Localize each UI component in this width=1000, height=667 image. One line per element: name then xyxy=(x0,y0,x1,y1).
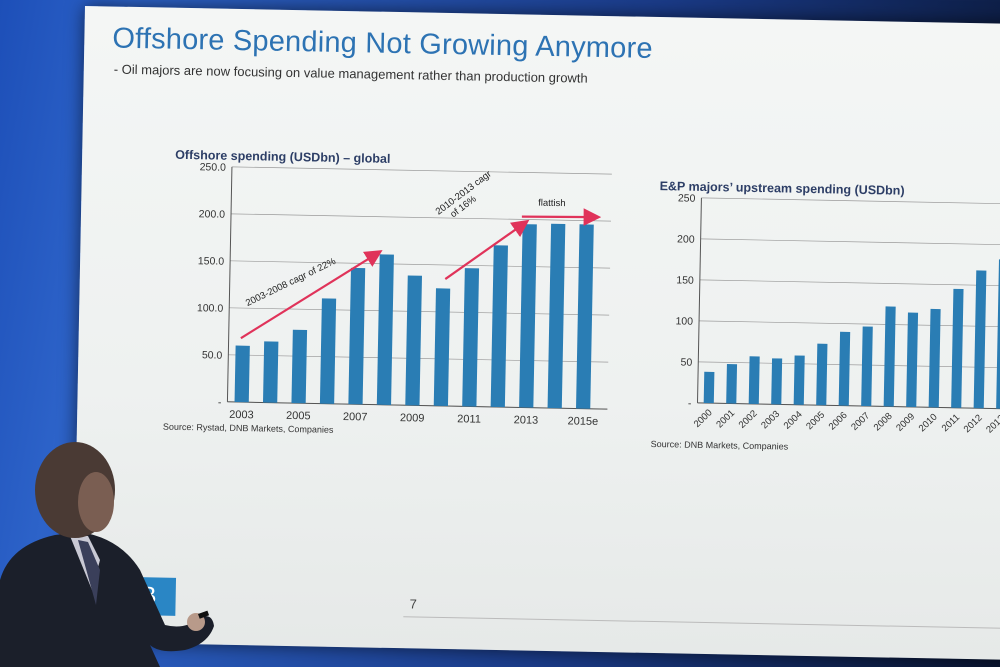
chart1-y-axis xyxy=(226,166,233,402)
chart-1-source: Source: Rystad, DNB Markets, Companies xyxy=(162,421,334,435)
chart2-bar xyxy=(771,358,783,405)
chart1-bar xyxy=(234,345,250,403)
chart1-bar xyxy=(262,341,279,403)
chart2-bar xyxy=(996,259,1000,409)
chart2-bar xyxy=(883,306,896,407)
chart1-x-tick-label: 2011 xyxy=(457,413,481,425)
offshore-spending-chart: - 50.0 100.0 150.0 200.0 250.0 2003 2005 2007 200… xyxy=(197,161,612,428)
chart1-x-tick-label: 2003 xyxy=(229,409,254,421)
chart1-x-tick-label: 2015e xyxy=(567,415,598,428)
chart2-y-tick-label: 150 xyxy=(676,274,694,286)
chart1-bar xyxy=(376,254,394,405)
chart2-gridline xyxy=(700,238,1000,246)
chart1-y-tick-label: 150.0 xyxy=(198,255,225,268)
chart2-x-tick-label: 2009 xyxy=(894,411,917,434)
chart1-y-tick-label: 250.0 xyxy=(200,161,227,174)
chart1-x-tick-label: 2007 xyxy=(343,411,368,423)
chart2-x-tick-label: 2006 xyxy=(827,410,850,433)
chart2-x-tick-label: 2013 xyxy=(984,413,1000,436)
chart1-bar xyxy=(319,298,337,404)
projection-screen: Offshore Spending Not Growing Anymore - … xyxy=(72,6,1000,660)
chart2-x-tick-label: 2007 xyxy=(849,410,872,433)
chart2-bar xyxy=(726,364,738,404)
chart1-bar xyxy=(547,223,566,409)
chart1-annotation-cagr-2010-2013: 2010-2013 cagrof 16% xyxy=(434,169,500,227)
chart2-x-tick-label: 2005 xyxy=(804,410,827,433)
chart2-bar xyxy=(928,308,941,408)
chart1-y-tick-label: - xyxy=(218,397,222,409)
chart2-y-tick-label: 200 xyxy=(677,233,695,245)
chart2-x-tick-label: 2000 xyxy=(692,407,715,430)
chart1-gridline xyxy=(231,213,611,222)
chart2-bar xyxy=(906,312,919,408)
chart2-x-tick-label: 2002 xyxy=(737,408,760,431)
slide-subtitle: - Oil majors are now focusing on value m… xyxy=(113,61,588,86)
chart2-x-tick-label: 2008 xyxy=(872,411,895,434)
chart1-bar xyxy=(576,224,594,409)
chart2-bar xyxy=(816,343,828,406)
chart1-annotation-flattish: flattish xyxy=(538,198,566,210)
slide-title: Offshore Spending Not Growing Anymore xyxy=(112,22,654,65)
chart1-growth-arrow-2 xyxy=(444,219,530,280)
chart2-x-tick-label: 2011 xyxy=(940,412,962,434)
chart2-x-tick-label: 2010 xyxy=(917,412,940,435)
footer-divider xyxy=(403,616,1000,629)
chart2-gridline xyxy=(699,279,1000,287)
chart1-bar xyxy=(433,288,451,407)
chart1-gridline xyxy=(230,260,611,269)
chart2-bar xyxy=(838,331,851,406)
chart1-gridline xyxy=(231,166,612,175)
chart2-bar xyxy=(703,371,715,404)
chart1-x-tick-label: 2009 xyxy=(400,412,425,424)
chart1-x-tick-label: 2005 xyxy=(286,410,311,422)
chart2-y-tick-label: 50 xyxy=(680,357,692,369)
chart1-bar xyxy=(490,245,508,408)
chart2-bar xyxy=(951,288,964,408)
chart1-y-tick-label: 100.0 xyxy=(197,302,224,315)
chart2-x-tick-label: 2012 xyxy=(962,413,985,436)
presenter-silhouette xyxy=(0,442,214,667)
page-number: 7 xyxy=(409,596,417,612)
chart2-bar xyxy=(861,326,873,407)
chart-2-source: Source: DNB Markets, Companies xyxy=(650,438,789,452)
chart1-x-tick-label: 2013 xyxy=(514,414,539,426)
chart2-y-tick-label: - xyxy=(688,398,692,410)
chart1-y-tick-label: 50.0 xyxy=(202,349,223,361)
chart1-bar xyxy=(462,268,480,407)
chart2-y-tick-label: 100 xyxy=(675,315,693,327)
chart2-bar xyxy=(973,270,987,409)
chart1-bar xyxy=(405,275,422,406)
chart2-bar xyxy=(748,356,760,405)
chart2-x-tick-label: 2004 xyxy=(782,409,805,432)
chart1-bar xyxy=(519,224,537,408)
chart1-bar xyxy=(348,267,366,405)
chart2-gridline xyxy=(701,197,1000,205)
chart2-y-tick-label: 250 xyxy=(678,192,696,204)
chart2-bar xyxy=(793,355,805,405)
chart1-flat-arrow xyxy=(521,208,602,226)
chart1-y-tick-label: 200.0 xyxy=(199,208,226,221)
chart1-bar xyxy=(291,329,308,404)
chart2-x-tick-label: 2003 xyxy=(759,409,782,432)
chart2-x-tick-label: 2001 xyxy=(714,408,737,431)
chart2-gridline xyxy=(699,320,1000,328)
chart2-y-axis xyxy=(696,197,702,403)
chart1-growth-arrow-1 xyxy=(240,250,383,340)
